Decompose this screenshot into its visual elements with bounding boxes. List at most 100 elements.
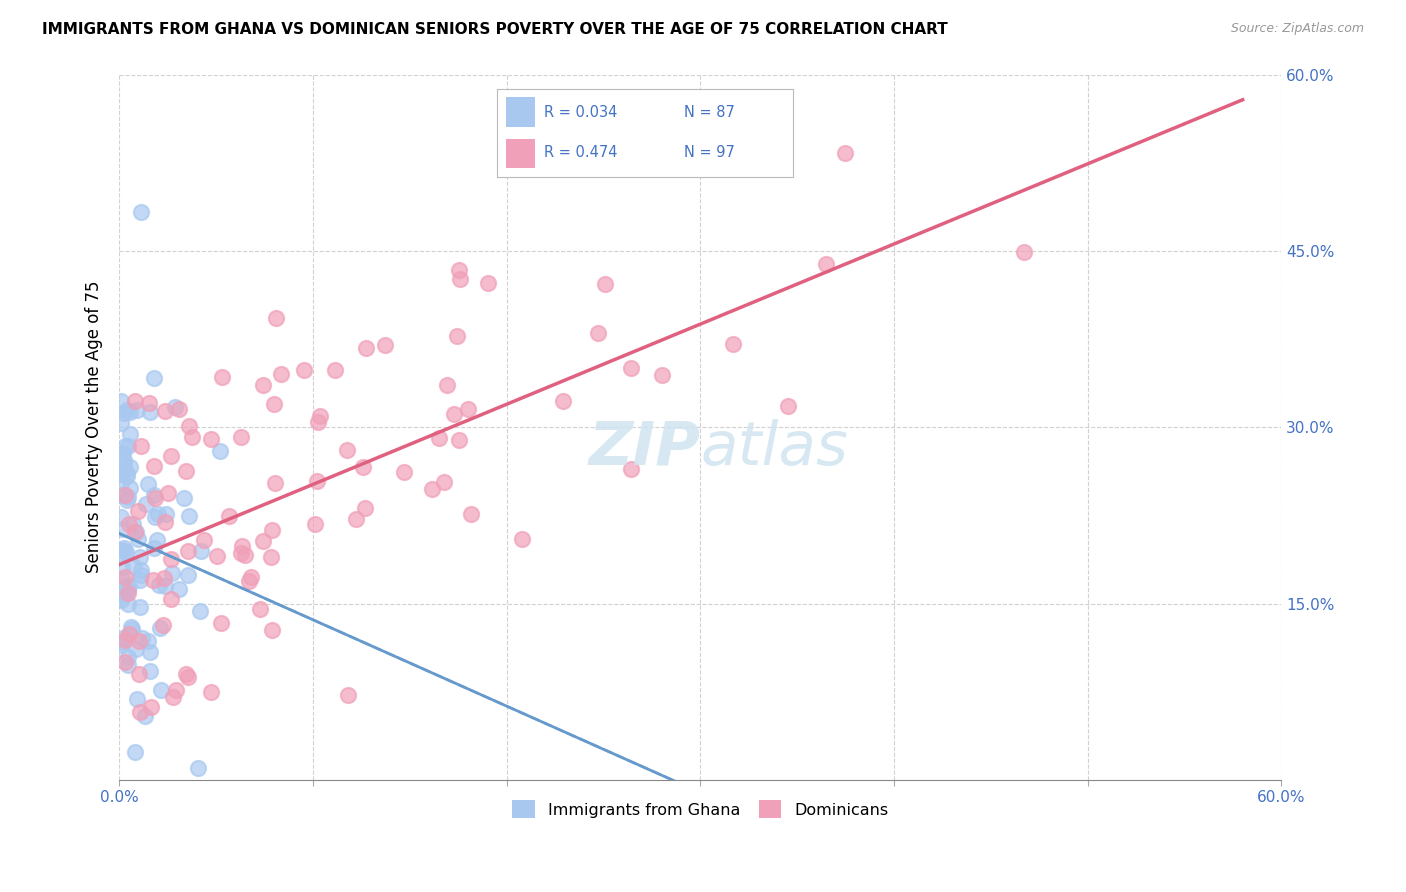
Point xyxy=(118,427,141,442)
Point xyxy=(167,402,190,417)
Point xyxy=(374,338,396,352)
Point xyxy=(229,430,252,444)
Point xyxy=(200,432,222,446)
Text: atlas: atlas xyxy=(700,419,848,478)
Point xyxy=(142,371,165,385)
Point xyxy=(134,709,156,723)
Point xyxy=(177,568,200,582)
Point xyxy=(136,476,159,491)
Point xyxy=(179,509,201,524)
Point xyxy=(131,631,153,645)
Point xyxy=(177,670,200,684)
Point xyxy=(117,579,139,593)
Point xyxy=(193,533,215,547)
Text: ZIP: ZIP xyxy=(589,419,700,478)
Point xyxy=(620,361,643,376)
Point xyxy=(114,569,136,583)
Point xyxy=(114,488,136,502)
Point xyxy=(129,567,152,582)
Point xyxy=(173,491,195,506)
Point xyxy=(117,627,139,641)
Point xyxy=(593,277,616,291)
Point xyxy=(138,664,160,678)
Point xyxy=(176,544,198,558)
Point xyxy=(420,483,443,497)
Point xyxy=(129,205,152,219)
Point xyxy=(125,692,148,706)
Point xyxy=(111,586,134,600)
Point xyxy=(115,545,138,559)
Point xyxy=(122,516,145,531)
Point xyxy=(127,532,149,546)
Point xyxy=(110,509,132,524)
Point xyxy=(118,481,141,495)
Point xyxy=(651,368,673,383)
Point xyxy=(112,464,135,478)
Point xyxy=(142,541,165,555)
Point xyxy=(124,394,146,409)
Point xyxy=(190,604,212,618)
Point xyxy=(270,367,292,381)
Point xyxy=(427,431,450,445)
Point xyxy=(337,689,360,703)
Point xyxy=(142,573,165,587)
Point xyxy=(510,533,533,547)
Point xyxy=(165,682,187,697)
Point xyxy=(392,465,415,479)
Point xyxy=(117,439,139,453)
Point xyxy=(477,276,499,290)
Point xyxy=(117,597,139,611)
Point xyxy=(180,430,202,444)
Point xyxy=(111,632,134,646)
Point xyxy=(112,580,135,594)
Point xyxy=(155,404,177,418)
Point xyxy=(834,146,856,161)
Point xyxy=(152,617,174,632)
Point xyxy=(352,460,374,475)
Point xyxy=(112,541,135,556)
Point xyxy=(187,761,209,775)
Point xyxy=(721,336,744,351)
Point xyxy=(160,450,183,464)
Point xyxy=(264,476,287,491)
Point xyxy=(443,407,465,421)
Point xyxy=(433,475,456,489)
Point xyxy=(620,462,643,476)
Point xyxy=(110,488,132,502)
Point xyxy=(211,615,233,630)
Point xyxy=(190,544,212,558)
Point xyxy=(121,559,143,574)
Point xyxy=(110,635,132,649)
Point xyxy=(176,667,198,681)
Point xyxy=(124,745,146,759)
Point xyxy=(238,574,260,588)
Point xyxy=(218,508,240,523)
Point xyxy=(127,403,149,417)
Point xyxy=(160,566,183,580)
Point xyxy=(155,515,177,529)
Point xyxy=(129,563,152,577)
Point xyxy=(112,544,135,558)
Point xyxy=(117,491,139,505)
Point xyxy=(117,468,139,483)
Point xyxy=(252,534,274,549)
Point xyxy=(156,486,179,500)
Point xyxy=(446,329,468,343)
Point xyxy=(115,466,138,480)
Point xyxy=(325,363,347,377)
Point xyxy=(264,311,287,326)
Point xyxy=(110,476,132,491)
Point xyxy=(111,573,134,587)
Point xyxy=(229,546,252,560)
Point xyxy=(155,579,177,593)
Point xyxy=(110,542,132,557)
Point xyxy=(307,474,329,488)
Point xyxy=(155,507,177,521)
Point xyxy=(110,583,132,598)
Point xyxy=(127,504,149,518)
Point xyxy=(114,655,136,669)
Point xyxy=(129,573,152,587)
Point xyxy=(117,657,139,672)
Point xyxy=(112,453,135,467)
Point xyxy=(208,444,231,458)
